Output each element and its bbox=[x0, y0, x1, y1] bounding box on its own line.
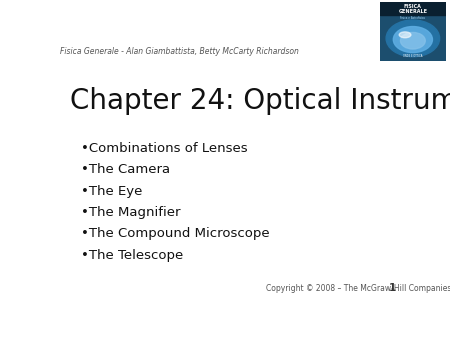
Text: FISICA: FISICA bbox=[404, 4, 422, 9]
Text: Copyright © 2008 – The McGraw-Hill Companies s.r.l.: Copyright © 2008 – The McGraw-Hill Compa… bbox=[266, 284, 450, 293]
Text: •The Telescope: •The Telescope bbox=[81, 249, 183, 262]
Bar bbox=[380, 2, 446, 15]
Text: GENERALE: GENERALE bbox=[398, 9, 428, 14]
Text: •The Magnifier: •The Magnifier bbox=[81, 206, 180, 219]
Text: Chapter 24: Optical Instruments: Chapter 24: Optical Instruments bbox=[70, 88, 450, 115]
Text: •The Compound Microscope: •The Compound Microscope bbox=[81, 227, 269, 240]
Text: ONDE E OTTICA: ONDE E OTTICA bbox=[403, 54, 423, 58]
Text: Fisica Generale - Alan Giambattista, Betty McCarty Richardson: Fisica Generale - Alan Giambattista, Bet… bbox=[60, 47, 299, 56]
Ellipse shape bbox=[400, 32, 425, 49]
Text: Fisica e Astrofisica: Fisica e Astrofisica bbox=[400, 16, 425, 20]
Text: •The Camera: •The Camera bbox=[81, 163, 170, 176]
Ellipse shape bbox=[393, 27, 432, 53]
Text: •The Eye: •The Eye bbox=[81, 185, 142, 198]
Ellipse shape bbox=[386, 20, 440, 57]
Ellipse shape bbox=[399, 32, 411, 38]
Text: 1: 1 bbox=[389, 283, 396, 293]
Text: •Combinations of Lenses: •Combinations of Lenses bbox=[81, 142, 248, 155]
